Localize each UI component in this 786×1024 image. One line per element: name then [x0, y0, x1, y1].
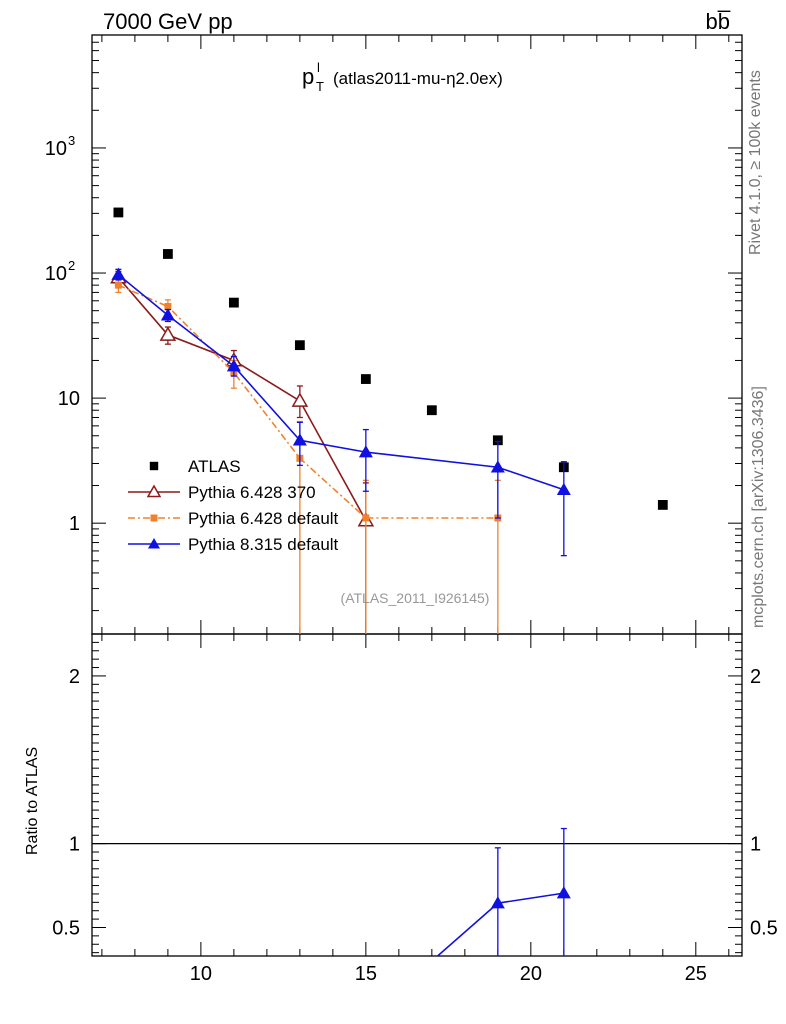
y-tick-label: 10 — [45, 138, 67, 160]
ratio-series-pythia-8 — [436, 827, 571, 956]
data-point — [228, 297, 239, 308]
x-tick-label: 25 — [685, 963, 707, 985]
y-tick-label: 1 — [69, 513, 80, 535]
ratio-tick-label-right: 0.5 — [750, 917, 778, 939]
mcplots-note: mcplots.cern.ch [arXiv:1306.3436] — [750, 386, 767, 628]
legend-marker — [148, 538, 160, 549]
legend-marker — [149, 461, 159, 471]
y-tick-label: 10 — [58, 388, 80, 410]
data-point — [162, 249, 173, 259]
series-pythia-6-428-370 — [110, 269, 375, 634]
plot-title: p l T (atlas2011-mu-η2.0ex) — [302, 60, 503, 94]
ratio-series-layer — [436, 827, 571, 956]
legend-item: Pythia 6.428 default — [128, 509, 339, 528]
series-line — [118, 284, 498, 519]
data-point — [113, 207, 124, 218]
main-series-layer — [110, 207, 668, 634]
x-tick-label: 10 — [190, 963, 212, 985]
header-right: bb̅ — [706, 9, 731, 34]
header-left: 7000 GeV pp — [103, 9, 233, 34]
data-point — [556, 482, 571, 496]
ratio-tick-label-left: 0.5 — [52, 917, 80, 939]
x-tick-label: 20 — [520, 963, 542, 985]
data-point — [292, 433, 307, 446]
data-point — [111, 267, 126, 280]
data-point — [492, 435, 503, 446]
legend-item: Pythia 6.428 370 — [128, 483, 316, 502]
legend-label: Pythia 6.428 370 — [188, 483, 316, 502]
ratio-ylabel: Ratio to ATLAS — [24, 747, 41, 855]
legend-label: Pythia 8.315 default — [188, 535, 339, 554]
x-axis-ticks: 10 15 20 25 — [101, 35, 730, 985]
data-point — [362, 514, 370, 522]
title-sub: T — [316, 79, 324, 94]
ratio-point — [556, 886, 571, 899]
data-point — [114, 281, 122, 289]
title-sup: l — [317, 60, 320, 75]
data-point — [490, 460, 505, 473]
legend-marker — [146, 484, 162, 498]
y-tick-exponent: 3 — [68, 133, 75, 148]
ratio-frame — [91, 633, 743, 957]
y-tick-exponent: 2 — [68, 258, 75, 273]
legend-label: Pythia 6.428 default — [188, 509, 339, 528]
data-point — [160, 308, 175, 321]
data-point — [226, 359, 241, 372]
reference-label: (ATLAS_2011_I926145) — [341, 590, 490, 606]
title-detail: (atlas2011-mu-η2.0ex) — [333, 69, 503, 88]
legend-label: ATLAS — [188, 457, 241, 476]
data-point — [657, 500, 668, 510]
ratio-tick-label-left: 2 — [69, 666, 80, 688]
legend-marker — [150, 514, 158, 522]
x-tick-label: 15 — [355, 963, 377, 985]
ratio-tick-label-right: 2 — [750, 666, 761, 688]
legend-item: ATLAS — [149, 457, 241, 476]
data-point — [358, 445, 373, 458]
data-point — [159, 326, 177, 341]
ratio-tick-label-right: 1 — [750, 834, 761, 856]
data-point — [164, 302, 172, 310]
title-main: p — [302, 64, 314, 89]
ratio-point — [490, 896, 505, 909]
ratio-tick-label-left: 1 — [69, 834, 80, 856]
data-point — [294, 340, 305, 351]
data-point — [426, 405, 437, 416]
legend: ATLAS Pythia 6.428 370 Pythia 6.428 defaul… — [128, 457, 339, 554]
legend-item: Pythia 8.315 default — [128, 535, 339, 554]
series-pythia-8-315-default — [111, 267, 571, 557]
y-tick-label: 10 — [45, 263, 67, 285]
series-line — [117, 274, 565, 491]
data-point — [360, 374, 371, 384]
data-point — [291, 392, 309, 407]
ratio-axis-ticks: 0.5 0.5 1 1 2 2 — [52, 633, 778, 954]
rivet-note: Rivet 4.1.0, ≥ 100k events — [747, 70, 764, 255]
